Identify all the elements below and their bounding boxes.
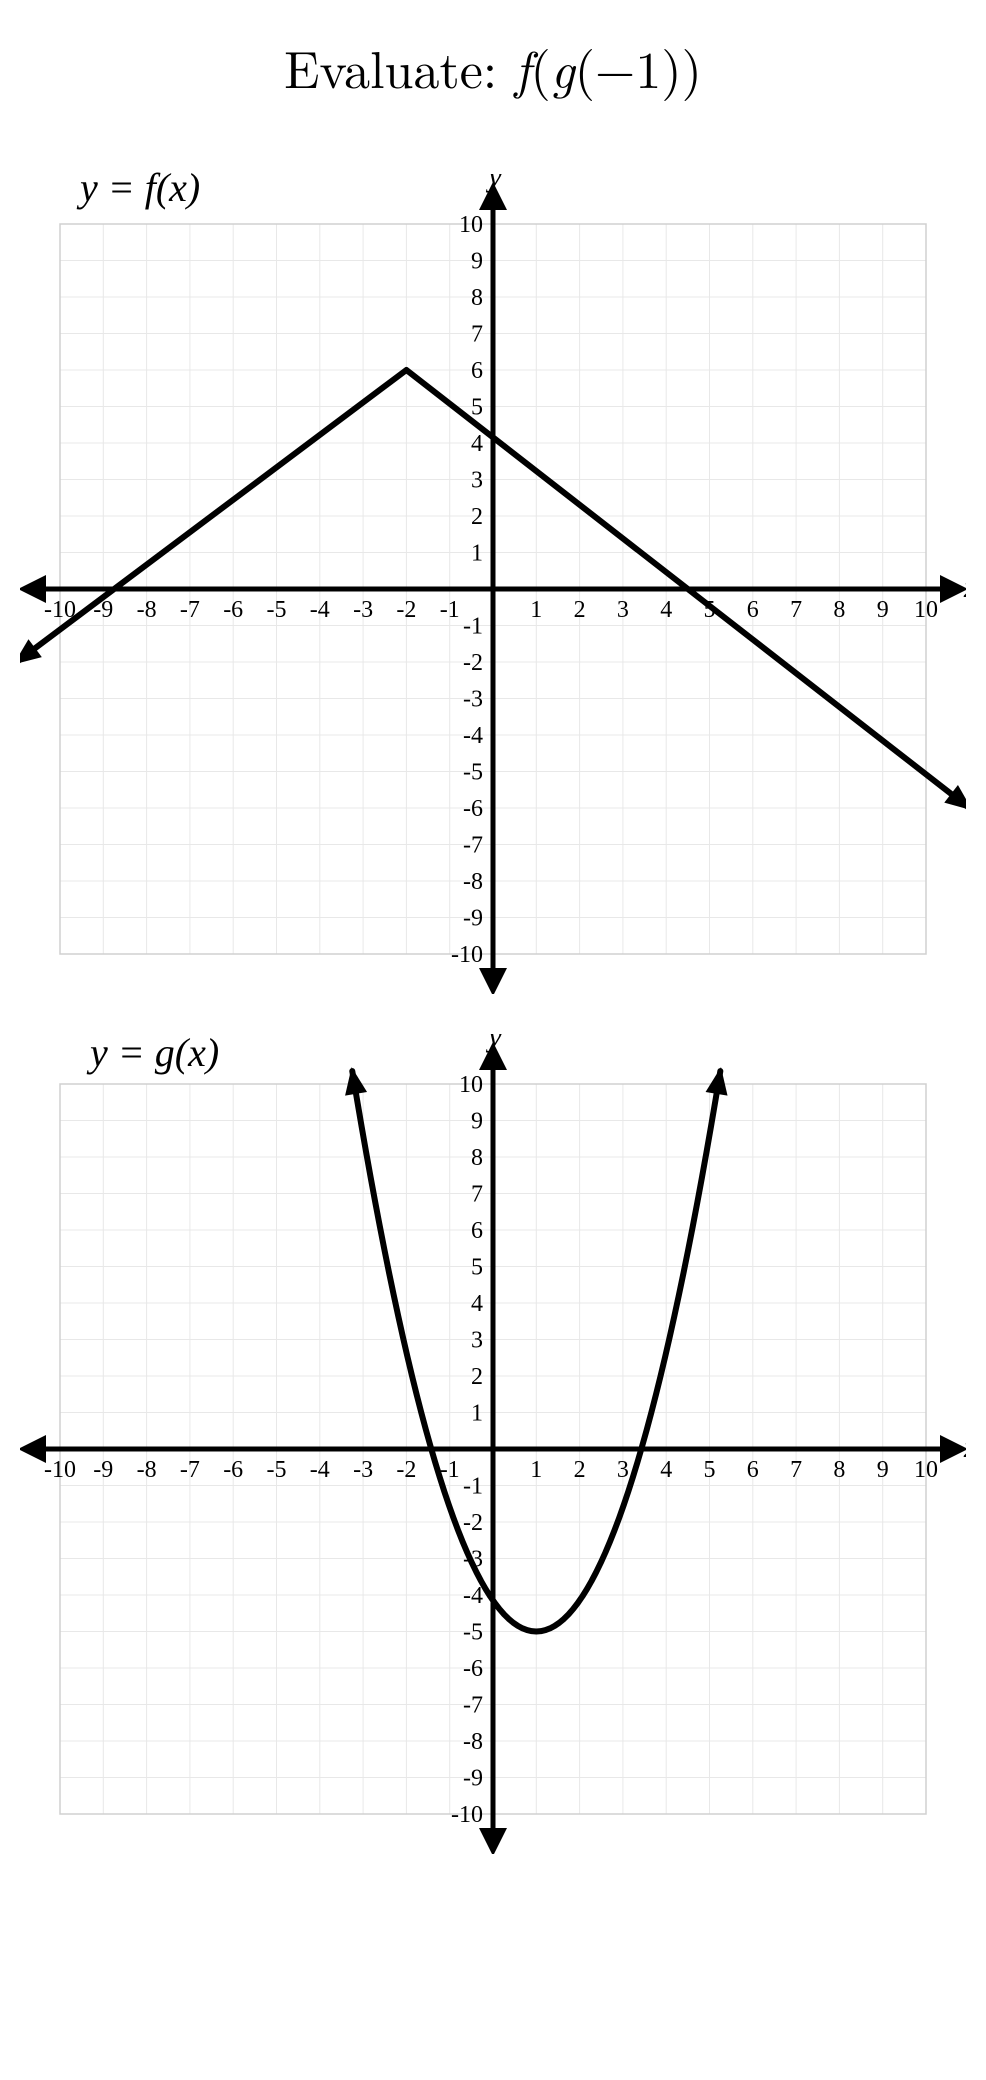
svg-text:1: 1 <box>530 597 542 623</box>
svg-text:5: 5 <box>704 1457 716 1483</box>
svg-text:8: 8 <box>471 285 483 311</box>
svg-text:-5: -5 <box>463 760 483 786</box>
svg-text:-8: -8 <box>463 1729 483 1755</box>
svg-text:-10: -10 <box>44 1457 76 1483</box>
svg-text:4: 4 <box>660 1457 672 1483</box>
svg-text:-6: -6 <box>463 1656 483 1682</box>
title-prefix: Evaluate: <box>284 30 514 104</box>
svg-text:1: 1 <box>471 1401 483 1427</box>
svg-text:-9: -9 <box>93 1457 113 1483</box>
svg-text:-4: -4 <box>463 1583 483 1609</box>
svg-text:10: 10 <box>914 1457 938 1483</box>
svg-text:3: 3 <box>617 597 629 623</box>
svg-text:-3: -3 <box>353 1457 373 1483</box>
svg-text:2: 2 <box>471 1364 483 1390</box>
svg-text:-2: -2 <box>463 650 483 676</box>
svg-text:-8: -8 <box>463 869 483 895</box>
svg-text:-9: -9 <box>463 1766 483 1792</box>
svg-text:-8: -8 <box>137 597 157 623</box>
svg-text:1: 1 <box>530 1457 542 1483</box>
page: Evaluate: f(g(−1)) y = f(x) xy-10-9-8-7-… <box>0 0 986 1934</box>
svg-text:-10: -10 <box>451 942 483 968</box>
page-title: Evaluate: f(g(−1)) <box>20 30 966 104</box>
svg-text:-7: -7 <box>180 1457 200 1483</box>
svg-text:6: 6 <box>747 1457 759 1483</box>
svg-text:-6: -6 <box>223 1457 243 1483</box>
svg-text:10: 10 <box>459 1072 483 1098</box>
svg-text:-2: -2 <box>396 597 416 623</box>
svg-text:9: 9 <box>471 1109 483 1135</box>
svg-text:5: 5 <box>471 395 483 421</box>
svg-text:-1: -1 <box>440 597 460 623</box>
svg-text:3: 3 <box>617 1457 629 1483</box>
title-expression: f <box>515 30 531 104</box>
svg-text:8: 8 <box>833 1457 845 1483</box>
svg-text:6: 6 <box>471 1218 483 1244</box>
svg-text:1: 1 <box>471 541 483 567</box>
svg-text:-7: -7 <box>463 1693 483 1719</box>
svg-text:y: y <box>485 174 502 193</box>
svg-text:9: 9 <box>877 597 889 623</box>
svg-text:7: 7 <box>790 597 802 623</box>
svg-text:-4: -4 <box>310 1457 330 1483</box>
svg-text:-9: -9 <box>463 906 483 932</box>
chart-f-svg: xy-10-9-8-7-6-5-4-3-2-112345678910-10-9-… <box>20 174 966 994</box>
svg-text:9: 9 <box>471 249 483 275</box>
svg-text:2: 2 <box>574 1457 586 1483</box>
chart-g-svg: xy-10-9-8-7-6-5-4-3-2-112345678910-10-9-… <box>20 1034 966 1854</box>
svg-text:-4: -4 <box>463 723 483 749</box>
svg-text:10: 10 <box>459 212 483 238</box>
svg-text:-6: -6 <box>463 796 483 822</box>
svg-text:-3: -3 <box>353 597 373 623</box>
svg-text:2: 2 <box>471 504 483 530</box>
svg-text:8: 8 <box>833 597 845 623</box>
svg-text:2: 2 <box>574 597 586 623</box>
svg-text:7: 7 <box>471 322 483 348</box>
chart-g-block: y = g(x) xy-10-9-8-7-6-5-4-3-2-112345678… <box>20 1034 966 1854</box>
svg-text:-2: -2 <box>396 1457 416 1483</box>
svg-text:6: 6 <box>747 597 759 623</box>
svg-text:-6: -6 <box>223 597 243 623</box>
svg-text:-10: -10 <box>451 1802 483 1828</box>
svg-text:-5: -5 <box>463 1620 483 1646</box>
svg-text:y: y <box>485 1034 502 1053</box>
svg-text:x: x <box>963 571 966 604</box>
chart-g-label: y = g(x) <box>90 1029 219 1076</box>
svg-text:-7: -7 <box>463 833 483 859</box>
svg-text:-5: -5 <box>267 597 287 623</box>
svg-text:4: 4 <box>471 431 483 457</box>
svg-text:3: 3 <box>471 1328 483 1354</box>
svg-text:6: 6 <box>471 358 483 384</box>
svg-text:-2: -2 <box>463 1510 483 1536</box>
svg-text:-1: -1 <box>463 614 483 640</box>
chart-f-label: y = f(x) <box>80 164 200 211</box>
svg-text:7: 7 <box>790 1457 802 1483</box>
svg-text:3: 3 <box>471 468 483 494</box>
svg-text:x: x <box>963 1431 966 1464</box>
svg-text:5: 5 <box>471 1255 483 1281</box>
svg-text:8: 8 <box>471 1145 483 1171</box>
svg-text:-4: -4 <box>310 597 330 623</box>
svg-text:4: 4 <box>471 1291 483 1317</box>
svg-text:-7: -7 <box>180 597 200 623</box>
svg-text:4: 4 <box>660 597 672 623</box>
svg-text:-8: -8 <box>137 1457 157 1483</box>
chart-f-block: y = f(x) xy-10-9-8-7-6-5-4-3-2-112345678… <box>20 174 966 994</box>
svg-text:-1: -1 <box>463 1474 483 1500</box>
svg-text:7: 7 <box>471 1182 483 1208</box>
svg-text:9: 9 <box>877 1457 889 1483</box>
svg-text:10: 10 <box>914 597 938 623</box>
svg-text:-5: -5 <box>267 1457 287 1483</box>
svg-text:-3: -3 <box>463 687 483 713</box>
